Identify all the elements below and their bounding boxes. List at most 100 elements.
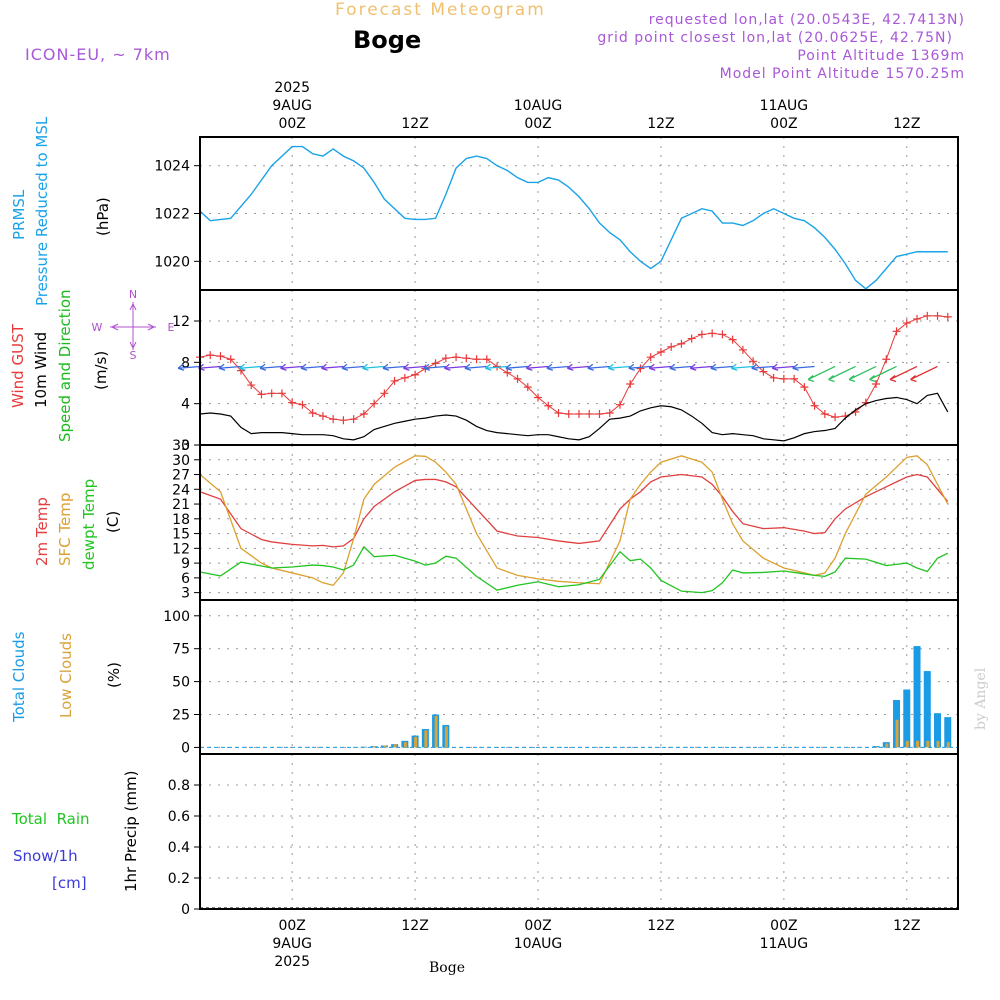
gust-marker	[411, 370, 420, 379]
clouds-ytick-label: 0	[181, 740, 190, 756]
gust-marker	[595, 410, 604, 418]
wind-arrow	[828, 365, 856, 383]
pressure-label-desc: Pressure Reduced to MSL	[33, 116, 51, 306]
gust-marker	[523, 383, 532, 392]
gust-marker	[513, 374, 522, 383]
cloud-labels: Total Clouds Low Clouds (%)	[10, 631, 123, 723]
low-cloud-bar	[895, 719, 899, 748]
gust-marker	[400, 373, 409, 382]
gust-marker	[738, 345, 747, 354]
gust-marker	[247, 381, 256, 390]
gust-marker	[370, 399, 379, 408]
gust-marker	[708, 329, 717, 338]
gust-marker	[831, 413, 840, 422]
gust-marker	[646, 353, 655, 362]
time-label: 00Z	[278, 918, 305, 934]
temperature-ytick-label: 27	[172, 468, 190, 484]
time-label: 2025	[274, 80, 310, 96]
wind-arrow	[669, 363, 692, 371]
time-label: 12Z	[893, 918, 920, 934]
time-label: 11AUG	[760, 98, 809, 114]
temperature-ytick-label: 3	[181, 586, 190, 602]
time-label: 2025	[274, 954, 310, 970]
precipitation-frame	[199, 753, 959, 910]
clouds-low-label: Low Clouds	[57, 633, 75, 718]
low-cloud-bar	[936, 740, 940, 748]
clouds-frame	[199, 599, 959, 755]
time-label: 10AUG	[514, 98, 563, 114]
gust-marker	[769, 373, 778, 382]
precipitation-ytick-label: 0.8	[168, 778, 190, 794]
time-axis-top: 2025 9AUG 00Z 12Z 10AUG 00Z 12Z 11AUG 00Z 12Z	[272, 80, 920, 132]
temp-line-1	[199, 455, 949, 586]
gust-marker	[697, 330, 706, 339]
gust-marker	[943, 312, 952, 321]
time-label: 00Z	[524, 116, 551, 132]
pressure-labels: PRMSL Pressure Reduced to MSL (hPa)	[10, 116, 112, 306]
wind-arrow	[587, 363, 610, 371]
wind-labels: Wind GUST 10m Wind Speed and Direction (…	[9, 288, 175, 442]
point-altitude: Point Altitude 1369m	[797, 48, 965, 64]
gust-marker	[749, 357, 758, 366]
precipitation-panel: 0 0.2 0.4 0.6 0.8	[168, 753, 959, 918]
wind-arrow	[464, 363, 487, 371]
precipitation-ytick-label: 0	[181, 902, 190, 918]
compass-lines	[110, 302, 156, 350]
wind-arrow	[484, 363, 508, 371]
time-label: 12Z	[401, 116, 428, 132]
gust-marker	[913, 314, 922, 323]
pressure-ytick-label: 1022	[154, 207, 190, 223]
wind-gust-label: Wind GUST	[9, 323, 27, 408]
requested-coords: requested lon,lat (20.0543E, 42.7413N)	[649, 12, 965, 28]
pressure-panel: 1020 1022 1024	[154, 136, 959, 291]
wind-arrow	[198, 363, 221, 371]
gust-marker	[872, 380, 881, 389]
wind-arrow	[546, 363, 569, 371]
low-cloud-bar	[362, 746, 366, 748]
gust-marker	[923, 311, 932, 320]
pressure-label-prmsl: PRMSL	[10, 189, 28, 240]
gust-marker	[636, 364, 645, 373]
gust-marker	[441, 354, 450, 363]
wind-arrow	[505, 363, 528, 371]
total-cloud-bar	[923, 671, 931, 748]
chart-panels: 1020102210240481236912151821242730330255…	[154, 136, 959, 918]
temp-2m-label: 2m Temp	[33, 497, 51, 566]
clouds-unit: (%)	[105, 662, 123, 688]
time-label: 00Z	[770, 918, 797, 934]
precipitation-ytick-label: 0.6	[168, 809, 190, 825]
wind-arrow	[382, 363, 405, 371]
snow-unit-label: [cm]	[52, 874, 87, 892]
gust-marker	[656, 348, 665, 356]
low-cloud-bar	[424, 730, 428, 748]
footer-location: Boge	[429, 960, 465, 976]
wind-arrow	[525, 363, 549, 371]
wind-arrow	[648, 363, 672, 371]
temperature-ytick-label: 21	[172, 497, 190, 513]
gust-marker	[564, 410, 573, 418]
wind-arrow	[869, 365, 897, 383]
low-cloud-bar	[403, 742, 407, 748]
gust-marker	[667, 342, 676, 351]
gust-marker	[472, 355, 481, 364]
compass-n: N	[129, 288, 137, 301]
low-cloud-bar	[383, 745, 387, 748]
gust-marker	[298, 400, 307, 409]
low-cloud-bar	[885, 743, 889, 748]
low-cloud-bar	[916, 740, 920, 748]
time-label: 12Z	[647, 918, 674, 934]
temp-labels: 2m Temp SFC Temp dewpt Temp (C)	[33, 479, 122, 570]
gust-marker	[677, 339, 686, 348]
temperature-ytick-label: 9	[181, 556, 190, 572]
gust-marker	[257, 390, 266, 399]
wind-arrow	[321, 363, 344, 371]
time-label: 00Z	[524, 918, 551, 934]
gust-marker	[728, 335, 737, 344]
gust-marker	[431, 359, 440, 368]
temperature-ytick-label: 15	[172, 527, 190, 543]
clouds-total-label: Total Clouds	[10, 631, 28, 723]
precipitation-ytick-label: 0.4	[168, 840, 190, 856]
wind-arrow	[259, 363, 282, 371]
gust-marker	[452, 353, 461, 362]
temp-line-2	[199, 545, 949, 594]
